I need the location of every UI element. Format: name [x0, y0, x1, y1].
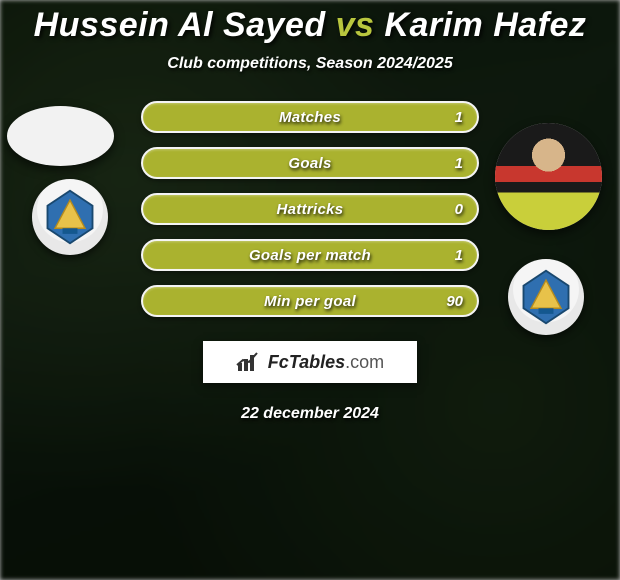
player2-avatar [495, 123, 602, 230]
stat-label: Min per goal [143, 287, 477, 315]
pyramids-icon [516, 267, 576, 327]
stat-label: Goals [143, 149, 477, 177]
table-row: Hattricks 0 [141, 193, 479, 225]
stat-label: Hattricks [143, 195, 477, 223]
stat-label: Matches [143, 103, 477, 131]
chart-icon [236, 351, 262, 373]
stat-right-value: 0 [455, 195, 463, 223]
player1-name: Hussein Al Sayed [34, 6, 326, 44]
subtitle: Club competitions, Season 2024/2025 [167, 55, 452, 73]
page-title: Hussein Al Sayed vs Karim Hafez [34, 6, 587, 45]
stat-right-value: 1 [455, 241, 463, 269]
player2-name: Karim Hafez [384, 6, 586, 44]
brand-prefix: Fc [268, 352, 289, 372]
stat-right-value: 1 [455, 103, 463, 131]
date-text: 22 december 2024 [241, 405, 379, 423]
player2-avatar-image [495, 123, 602, 230]
stat-label: Goals per match [143, 241, 477, 269]
table-row: Matches 1 [141, 101, 479, 133]
stat-right-value: 1 [455, 149, 463, 177]
stats-container: Matches 1 Goals 1 Hattricks 0 Goals per … [141, 101, 479, 317]
player1-avatar [7, 106, 114, 166]
player1-club-badge [32, 179, 108, 255]
content-root: Hussein Al Sayed vs Karim Hafez Club com… [0, 0, 620, 580]
brand-suffix: .com [345, 352, 384, 372]
table-row: Goals per match 1 [141, 239, 479, 271]
table-row: Min per goal 90 [141, 285, 479, 317]
brand-box: FcTables.com [203, 341, 417, 383]
player2-club-badge [508, 259, 584, 335]
brand-main: Tables [289, 352, 345, 372]
vs-text: vs [336, 6, 375, 44]
pyramids-icon [40, 187, 100, 247]
stat-right-value: 90 [446, 287, 463, 315]
table-row: Goals 1 [141, 147, 479, 179]
brand-text: FcTables.com [268, 352, 384, 373]
